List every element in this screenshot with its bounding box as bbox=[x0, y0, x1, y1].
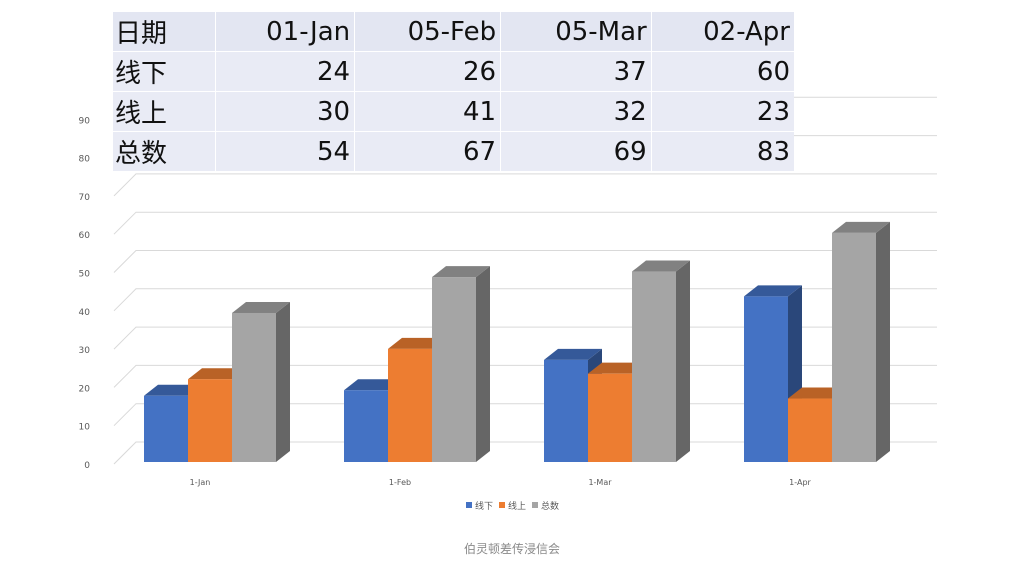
y-tick-label: 90 bbox=[79, 116, 91, 126]
bar bbox=[432, 266, 490, 462]
y-tick-label: 50 bbox=[79, 270, 91, 280]
table-column-header: 05-Mar bbox=[500, 12, 652, 52]
x-axis: 1-Jan 1-Feb 1-Mar 1-Apr bbox=[190, 478, 812, 487]
bar-side bbox=[476, 266, 490, 462]
bar-front bbox=[588, 373, 632, 462]
legend-swatch bbox=[532, 502, 538, 508]
gridline bbox=[113, 211, 937, 235]
x-tick-label: 1-Feb bbox=[389, 478, 411, 487]
legend-swatch bbox=[466, 502, 472, 508]
bar-front bbox=[744, 296, 788, 462]
y-tick-label: 10 bbox=[79, 423, 91, 433]
bar-front bbox=[388, 348, 432, 462]
legend-label: 总数 bbox=[541, 500, 559, 512]
bar-top bbox=[744, 285, 802, 297]
y-tick-label: 40 bbox=[79, 308, 91, 318]
bar-front bbox=[188, 379, 232, 462]
bar-side bbox=[276, 301, 290, 462]
bar-front bbox=[788, 398, 832, 462]
table-row-label: 总数 bbox=[113, 131, 216, 172]
bar-front bbox=[344, 390, 388, 462]
table-cell: 23 bbox=[650, 91, 794, 132]
table-column-header: 05-Feb bbox=[354, 12, 501, 52]
table-column-header: 02-Apr bbox=[650, 12, 794, 52]
legend: 线下 线上 总数 bbox=[466, 500, 559, 512]
bar-front bbox=[832, 232, 876, 462]
y-tick-label: 80 bbox=[79, 155, 91, 165]
x-tick-label: 1-Apr bbox=[789, 478, 811, 487]
bar-top bbox=[588, 362, 646, 374]
bar-top bbox=[144, 384, 202, 396]
bar-top bbox=[432, 266, 490, 278]
x-tick-label: 1-Jan bbox=[190, 478, 211, 487]
legend-item: 线下 bbox=[466, 500, 493, 512]
table-header-row: 日期 01-Jan 05-Feb 05-Mar 02-Apr bbox=[113, 12, 794, 52]
y-tick-label: 60 bbox=[79, 231, 91, 241]
bar-side bbox=[876, 221, 890, 462]
bar-front bbox=[544, 359, 588, 462]
table-cell: 37 bbox=[500, 51, 652, 92]
x-tick-label: 1-Mar bbox=[588, 478, 612, 487]
table-cell: 30 bbox=[214, 91, 355, 132]
bar bbox=[632, 260, 690, 462]
bars bbox=[144, 221, 890, 462]
table-cell: 24 bbox=[214, 51, 355, 92]
y-tick-label: 0 bbox=[84, 461, 90, 471]
gridline bbox=[113, 173, 937, 197]
bar-top bbox=[344, 379, 402, 391]
gridline bbox=[113, 288, 937, 312]
bar-top bbox=[232, 301, 290, 313]
table-cell: 26 bbox=[354, 51, 501, 92]
table-cell: 32 bbox=[500, 91, 652, 132]
table-row: 线上 30 41 32 23 bbox=[113, 91, 794, 132]
gridline bbox=[113, 250, 937, 273]
table-cell: 69 bbox=[500, 131, 652, 172]
bar-top bbox=[832, 221, 890, 233]
table-row: 总数 54 67 69 83 bbox=[113, 131, 794, 172]
table-cell: 60 bbox=[650, 51, 794, 92]
y-tick-label: 20 bbox=[79, 384, 91, 394]
bar-top bbox=[632, 260, 690, 272]
footer-text: 伯灵顿差传浸信会 bbox=[463, 542, 560, 556]
table-row-label: 线下 bbox=[113, 51, 216, 92]
data-table: 日期 01-Jan 05-Feb 05-Mar 02-Apr 线下 24 26 … bbox=[113, 12, 794, 172]
legend-swatch bbox=[499, 502, 505, 508]
bar-front bbox=[432, 277, 476, 462]
bar bbox=[832, 221, 890, 462]
table-column-header: 01-Jan bbox=[214, 12, 355, 52]
y-axis: 0 10 20 30 40 50 60 70 80 90 bbox=[79, 116, 91, 471]
bar-front bbox=[632, 271, 676, 462]
bar-top bbox=[788, 387, 846, 399]
bar-side bbox=[676, 260, 690, 462]
legend-label: 线下 bbox=[475, 500, 493, 512]
legend-item: 线上 bbox=[499, 500, 526, 512]
table-row: 线下 24 26 37 60 bbox=[113, 51, 794, 92]
bar-front bbox=[232, 312, 276, 462]
y-tick-label: 70 bbox=[79, 193, 91, 203]
bar-front bbox=[144, 395, 188, 462]
bar-top bbox=[388, 337, 446, 349]
bar-top bbox=[188, 368, 246, 380]
table-row-label: 线上 bbox=[113, 91, 216, 132]
table-cell: 54 bbox=[214, 131, 355, 172]
y-tick-label: 30 bbox=[79, 346, 91, 356]
bar-top bbox=[544, 348, 602, 360]
table-cell: 41 bbox=[354, 91, 501, 132]
table-cell: 83 bbox=[650, 131, 794, 172]
table-cell: 67 bbox=[354, 131, 501, 172]
legend-item: 总数 bbox=[532, 500, 559, 512]
table-header-label: 日期 bbox=[113, 12, 216, 52]
bar bbox=[232, 301, 290, 462]
legend-label: 线上 bbox=[508, 500, 526, 512]
